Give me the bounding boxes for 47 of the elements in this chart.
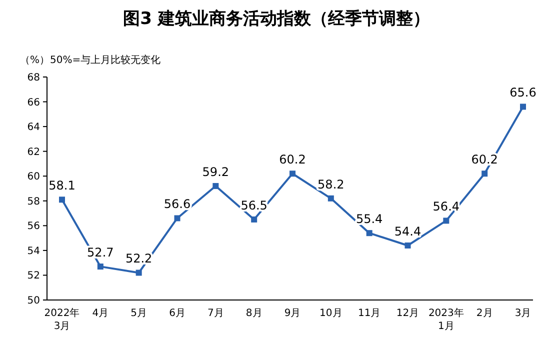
x-tick-label: 5月	[130, 308, 148, 319]
y-tick-label: 60	[27, 172, 40, 183]
y-tick-label: 58	[27, 196, 40, 208]
y-tick-label: 66	[27, 97, 40, 108]
text: 50%=与上月比较无变化	[50, 54, 161, 66]
x-tick-label: 2022年 3月	[44, 307, 80, 332]
point	[328, 195, 334, 202]
y-axis-title: （%）	[20, 55, 50, 66]
x-tick-label: 10月	[320, 308, 342, 319]
x-tick-label: 9月	[284, 308, 301, 319]
x-tick-label: 4月	[92, 308, 109, 319]
data-label: 55.4	[356, 212, 383, 226]
y-tick-label: 68	[27, 72, 40, 84]
point	[136, 270, 142, 276]
data-label: 65.6	[510, 86, 536, 100]
point	[251, 216, 258, 222]
y-tick-label: 52	[27, 270, 40, 282]
data-label: 58.1	[48, 178, 76, 193]
point	[174, 215, 180, 222]
point	[366, 230, 372, 236]
point	[59, 196, 65, 203]
y-tick-label: 50	[27, 296, 40, 306]
x-tick-label: 8月	[246, 308, 262, 319]
x-tick-label: 3月	[514, 308, 532, 319]
data-label: 54.4	[394, 224, 422, 238]
x-tick-label: 7月	[207, 308, 224, 319]
y-tick-label: 54	[27, 246, 40, 257]
data-label: 59.2	[202, 165, 230, 180]
y-tick-label: 56	[27, 221, 40, 232]
point	[212, 183, 219, 190]
point	[520, 104, 526, 110]
x-tick-label: 11月	[358, 308, 381, 319]
chart-title: 图3 建筑业商务活动指数（经季节调整）	[123, 9, 430, 29]
x-tick-label: 12月	[396, 308, 420, 319]
point	[97, 264, 104, 270]
point	[404, 242, 411, 248]
y-tick-label: 62	[27, 146, 40, 158]
data-label: 56.6	[164, 197, 191, 212]
x-tick-label: 2月	[476, 308, 493, 319]
point	[290, 170, 296, 177]
x-tick-label: 2023年 1月	[428, 307, 464, 332]
x-tick-label: 6月	[169, 308, 186, 319]
point	[443, 218, 450, 224]
point	[482, 170, 488, 177]
data-label: 60.2	[279, 152, 306, 167]
y-tick-label: 64	[27, 122, 40, 134]
data-label: 58.2	[318, 177, 344, 192]
